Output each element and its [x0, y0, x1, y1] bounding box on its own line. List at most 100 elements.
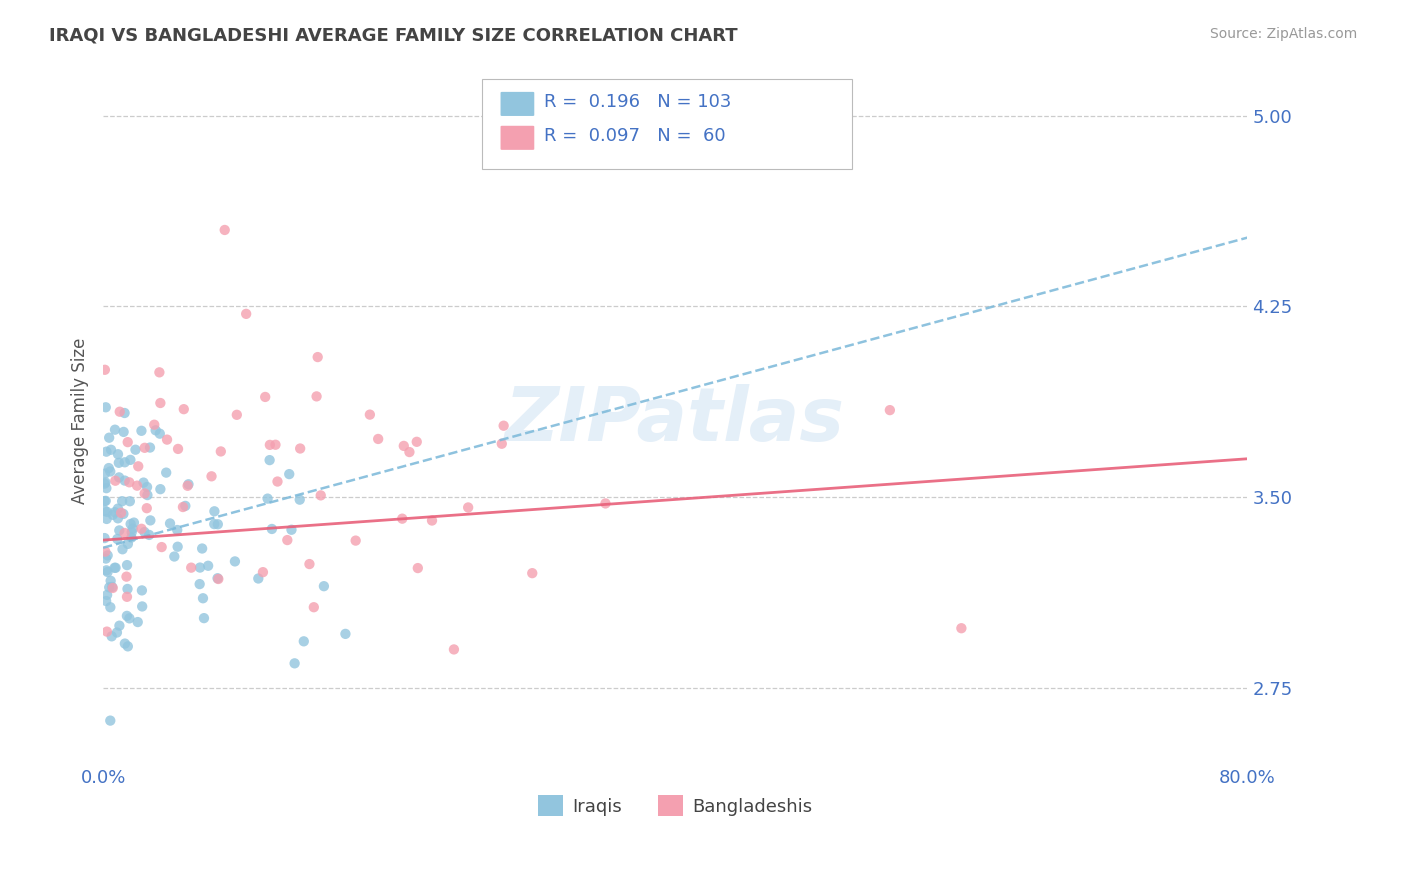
Point [96, 481, 118, 495]
Point [392, 439, 415, 453]
Point [312, 579, 335, 593]
Point [443, 642, 465, 657]
Point [134, 486, 156, 500]
Point [284, 657, 307, 671]
Point [150, 540, 173, 554]
Point [138, 528, 160, 542]
Point [108, 456, 131, 470]
Point [110, 506, 132, 520]
Point [131, 599, 153, 614]
Point [121, 525, 143, 540]
Point [115, 558, 138, 573]
Point [111, 494, 134, 508]
Point [155, 466, 177, 480]
Point [108, 618, 131, 632]
Point [127, 459, 149, 474]
Point [101, 580, 124, 594]
Point [166, 523, 188, 537]
Point [307, 350, 329, 364]
Point [163, 549, 186, 564]
Point [367, 432, 389, 446]
Point [120, 453, 142, 467]
Point [209, 444, 232, 458]
Point [100, 629, 122, 643]
Point [115, 608, 138, 623]
Point [197, 558, 219, 573]
Point [288, 492, 311, 507]
Point [420, 514, 443, 528]
Point [309, 488, 332, 502]
Point [100, 442, 122, 457]
Point [156, 433, 179, 447]
Point [107, 511, 129, 525]
Point [96, 512, 118, 526]
Point [260, 522, 283, 536]
Point [278, 467, 301, 482]
Point [104, 505, 127, 519]
Point [359, 408, 381, 422]
Point [94, 401, 117, 415]
Point [254, 390, 277, 404]
Point [111, 542, 134, 557]
Point [118, 475, 141, 490]
Point [398, 445, 420, 459]
Point [139, 441, 162, 455]
Point [143, 417, 166, 432]
Point [950, 621, 973, 635]
Point [107, 447, 129, 461]
Point [491, 436, 513, 450]
Point [292, 634, 315, 648]
Point [288, 442, 311, 456]
Point [104, 474, 127, 488]
Point [879, 403, 901, 417]
Point [148, 365, 170, 379]
Point [266, 475, 288, 489]
Point [93, 504, 115, 518]
Text: R =  0.196   N = 103: R = 0.196 N = 103 [544, 93, 731, 111]
Point [457, 500, 479, 515]
Point [98, 465, 121, 479]
Point [96, 624, 118, 639]
Point [98, 580, 121, 594]
Point [191, 541, 214, 556]
Point [114, 474, 136, 488]
Point [149, 396, 172, 410]
Point [131, 583, 153, 598]
Point [207, 572, 229, 586]
Point [174, 499, 197, 513]
Point [298, 557, 321, 571]
Point [96, 588, 118, 602]
Legend: Iraqis, Bangladeshis: Iraqis, Bangladeshis [531, 789, 820, 823]
Point [264, 438, 287, 452]
Point [344, 533, 367, 548]
Point [225, 408, 247, 422]
Point [280, 523, 302, 537]
Point [114, 406, 136, 420]
Point [202, 517, 225, 532]
Point [121, 522, 143, 536]
Point [112, 507, 135, 521]
Point [136, 488, 159, 502]
Point [391, 511, 413, 525]
Point [117, 582, 139, 596]
Point [335, 627, 357, 641]
Point [120, 516, 142, 531]
Point [207, 571, 229, 585]
Point [94, 493, 117, 508]
Point [191, 591, 214, 606]
Point [173, 402, 195, 417]
Point [167, 442, 190, 456]
Point [200, 469, 222, 483]
Point [188, 560, 211, 574]
Point [93, 476, 115, 491]
Point [159, 516, 181, 531]
Point [105, 532, 128, 546]
Point [108, 405, 131, 419]
Y-axis label: Average Family Size: Average Family Size [72, 337, 89, 504]
Point [136, 480, 159, 494]
Point [302, 600, 325, 615]
Point [139, 513, 162, 527]
Point [193, 611, 215, 625]
Point [114, 636, 136, 650]
Point [247, 572, 270, 586]
